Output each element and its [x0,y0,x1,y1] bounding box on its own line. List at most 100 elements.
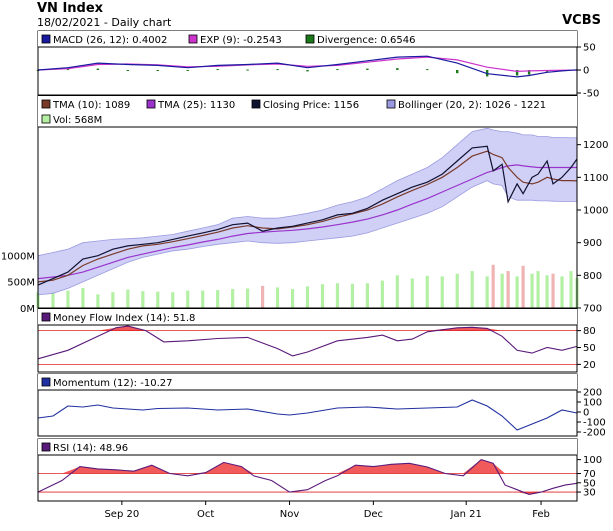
legend-swatch [188,34,198,44]
bollinger-lower [37,180,577,296]
volume-bar [96,294,100,308]
legend-entry: RSI (14): 48.96 [53,443,128,454]
volume-bar [335,283,340,308]
volume-bar [290,289,295,308]
divergence-bar [456,70,459,74]
volume-bar [491,264,495,308]
volume-bar [440,276,444,308]
volume-bar [81,287,85,308]
divergence-bar [527,70,531,75]
divergence-bar [216,69,219,71]
chart-subtitle: 18/02/2021 - Daily chart [37,16,172,29]
x-axis-label: Feb [532,509,550,520]
rsi-axis-tick-label: 100 [583,455,602,466]
chart-title: VN Index [37,1,104,16]
macd-axis-tick-label: 0 [583,66,589,77]
volume-bar [536,271,540,308]
legend-bar [38,374,577,390]
price-axis-tick-label: 800 [583,271,602,282]
divergence-bar [276,69,279,71]
volume-bar [66,290,70,308]
legend-entry: MACD (26, 12): 0.4002 [53,35,167,46]
price-axis-tick-label: 900 [583,238,602,249]
legend-bar [38,96,577,127]
volume-bar [500,273,504,308]
volume-bar [551,273,555,308]
legend-entry: Closing Price: 1156 [263,100,359,111]
x-axis-label: Jan 21 [450,509,482,520]
volume-bar [126,289,130,308]
legend-swatch [251,99,261,109]
legend-entry: TMA (25): 1130 [157,100,235,111]
momentum-axis-tick-label: 0 [583,408,589,419]
volume-bar [111,292,115,308]
rsi-axis-tick-label: 50 [583,478,596,489]
divergence-bar [336,69,339,71]
volume-tick-label: 500M [7,278,35,289]
chart-source: VCBS [562,13,601,28]
volume-bar [545,275,549,308]
volume-bar [231,289,235,308]
price-axis-tick-label: 1100 [583,173,608,184]
volume-bar [320,284,325,308]
volume-bar [470,271,474,308]
volume-bar [395,275,399,308]
divergence-bar [515,70,519,76]
volume-bar [485,276,489,308]
volume-bar [260,285,265,308]
divergence-bar [126,70,130,71]
divergence-bar [396,68,399,70]
volume-bar [569,271,573,308]
legend-entry: Bollinger (20, 2): 1026 - 1221 [398,100,546,111]
divergence-bar [66,69,70,71]
mfi-line [37,325,578,360]
volume-tick-label: 0M [20,304,35,315]
panel-frames [37,30,581,505]
rsi-axis-tick-label: 70 [583,469,596,480]
legend-swatch [41,442,51,452]
legend-entry: Momentum (12): -10.27 [53,378,172,389]
volume-bar [171,292,175,308]
volume-bar [530,273,534,308]
rsi-overbought-fill [38,459,577,474]
volume-bar [246,288,250,308]
volume-bar [141,291,145,308]
volume-bar [305,286,310,308]
volume-bar [560,276,564,308]
volume-bar [350,283,355,308]
legend-swatch [41,377,51,387]
legend-entry: Vol: 568M [53,115,102,126]
mfi-axis-tick-label: 80 [583,326,596,337]
volume-bar [380,280,384,308]
volume-bar [201,290,205,308]
volume-bar [51,291,55,308]
momentum-axis-tick-label: 100 [583,398,602,409]
momentum-axis-tick-label: -100 [583,418,606,429]
x-axis-label: Dec [364,509,383,520]
mfi-axis-tick-label: 20 [583,360,596,371]
rsi-axis-tick-label: 30 [583,488,596,499]
momentum-axis-tick-label: 200 [583,388,602,399]
x-axis-label: Nov [280,509,300,520]
bollinger-band [38,128,577,295]
volume-bar [365,283,369,308]
volume-bar [455,273,459,308]
chart-labels: MACD (26, 12): 0.4002 EXP (9): -0.2543 Div… [1,34,608,520]
legend-entry: Divergence: 0.6546 [317,35,416,46]
legend-swatch [41,312,51,322]
legend-swatch [386,99,396,109]
volume-bar [216,290,220,308]
legend-swatch [305,34,315,44]
rsi-line [37,458,578,495]
macd-axis-tick-label: -50 [583,89,599,100]
closing-price-line [37,145,578,286]
price-axis-tick-label: 700 [583,304,602,315]
volume-bar [521,265,525,308]
price-axis-tick-label: 1000 [583,206,608,217]
legend-bar [38,309,577,325]
volume-bar [186,290,190,308]
legend-entry: TMA (10): 1089 [52,100,130,111]
mfi-axis-tick-label: 50 [583,343,596,354]
volume-bar [506,271,510,308]
legend-bar [38,439,577,455]
